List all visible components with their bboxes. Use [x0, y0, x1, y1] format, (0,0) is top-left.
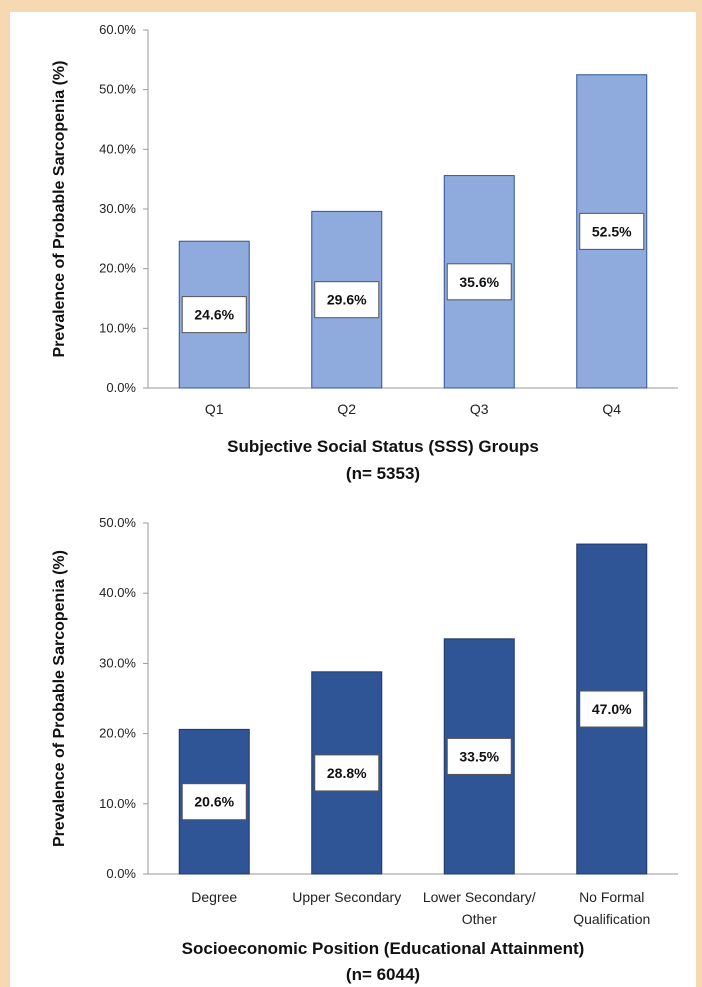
x-axis-title: Subjective Social Status (SSS) Groups [227, 437, 539, 456]
data-label: 29.6% [327, 292, 367, 308]
figure-svg: 0.0% 10.0% 20.0% 30.0% 40.0% 50.0% 60.0% Preval… [51, 22, 678, 984]
chart-1: 0.0% 10.0% 20.0% 30.0% 40.0% 50.0% 60.0% Preval… [51, 22, 678, 483]
data-label-box [314, 754, 380, 792]
y-axis-title: Prevalence of Probable Sarcopenia (%) [51, 550, 68, 847]
data-label: 52.5% [592, 223, 632, 239]
data-label-box [579, 690, 645, 728]
y-axis-title: Prevalence of Probable Sarcopenia (%) [51, 61, 68, 358]
data-label-box [181, 783, 247, 821]
data-label: 33.5% [459, 748, 499, 764]
y-tick-label: 40.0% [99, 585, 136, 600]
y-tick-label: 10.0% [99, 320, 136, 335]
x-tick-label: Q3 [470, 401, 489, 417]
x-tick-label: No Formal [579, 889, 644, 905]
y-tick-label: 20.0% [99, 726, 136, 741]
y-tick-label: 0.0% [106, 380, 136, 395]
figure-panel: 0.0% 10.0% 20.0% 30.0% 40.0% 50.0% 60.0% Preval… [10, 12, 696, 987]
data-label-box [446, 737, 512, 775]
data-label-box [314, 281, 380, 319]
x-axis-title: (n= 6044) [346, 965, 420, 984]
data-label-box [446, 263, 512, 301]
y-tick-label: 40.0% [99, 141, 136, 156]
data-label: 24.6% [194, 307, 234, 323]
x-tick-label: Q1 [205, 401, 224, 417]
x-tick-label: Lower Secondary/ [423, 889, 536, 905]
data-label: 28.8% [327, 765, 367, 781]
data-label: 20.6% [194, 794, 234, 810]
y-tick-label: 60.0% [99, 22, 136, 37]
y-tick-label: 20.0% [99, 261, 136, 276]
x-tick-label: Upper Secondary [292, 889, 401, 905]
y-tick-label: 50.0% [99, 515, 136, 530]
x-axis-title: Socioeconomic Position (Educational Atta… [182, 939, 585, 958]
x-axis-title: (n= 5353) [346, 464, 420, 483]
y-tick-label: 30.0% [99, 655, 136, 670]
data-label-box [579, 212, 645, 250]
y-tick-label: 10.0% [99, 796, 136, 811]
x-tick-label: Other [462, 911, 497, 927]
data-label: 47.0% [592, 701, 632, 717]
x-tick-label: Q4 [602, 401, 621, 417]
x-tick-label: Degree [191, 889, 237, 905]
y-tick-label: 30.0% [99, 201, 136, 216]
x-tick-label: Qualification [573, 911, 650, 927]
chart-2: 0.0% 10.0% 20.0% 30.0% 40.0% 50.0% Prevalence … [51, 515, 678, 984]
x-tick-label: Q2 [337, 401, 356, 417]
data-label: 35.6% [459, 274, 499, 290]
y-tick-label: 0.0% [106, 866, 136, 881]
data-label-box [181, 296, 247, 334]
y-tick-label: 50.0% [99, 82, 136, 97]
